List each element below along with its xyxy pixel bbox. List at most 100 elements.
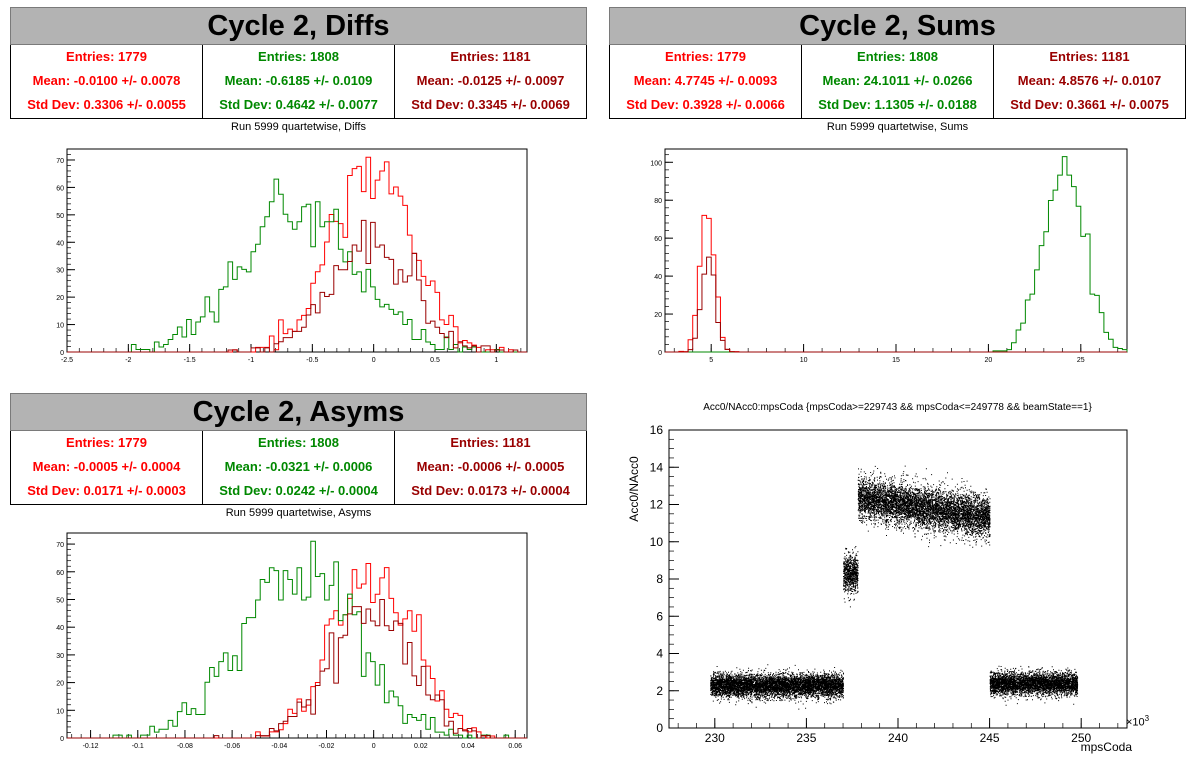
mean-text: Mean: -0.6185 +/- 0.0109 [224,73,373,88]
mean-text: Mean: -0.0321 +/- 0.0006 [224,459,373,474]
exponent-power: 3 [1144,714,1150,723]
y-tick-label: 60 [56,570,64,577]
y-tick-label: 8 [656,572,663,586]
std-text: Std Dev: 1.1305 +/- 0.0188 [818,97,977,112]
x-tick-label: -0.02 [319,743,335,750]
sums-plot-area: 0 20 40 60 80 100 5 10 15 20 25 [650,148,1128,364]
histogram-series-3 [67,598,527,739]
x-tick-label: 0 [372,743,376,750]
stats-red: Entries: 1779 Mean: -0.0100 +/- 0.0078 S… [11,45,203,118]
x-tick-label: 245 [980,731,1000,745]
entries-text: Entries: 1181 [1049,49,1130,64]
diffs-stats-box: Entries: 1779 Mean: -0.0100 +/- 0.0078 S… [10,45,587,119]
y-tick-label: 0 [658,350,662,357]
x-tick-label: 15 [892,357,900,364]
asyms-run-title: Run 5999 quartetwise, Asyms [225,507,372,519]
x-tick-label: 5 [709,357,713,364]
diffs-run-title: Run 5999 quartetwise, Diffs [231,121,366,133]
mean-text: Mean: -0.0006 +/- 0.0005 [416,459,565,474]
y-tick-label: 12 [650,498,664,512]
x-tick-label: 20 [985,357,993,364]
entries-text: Entries: 1181 [450,49,531,64]
asyms-stats-box: Entries: 1779 Mean: -0.0005 +/- 0.0004 S… [10,431,587,505]
std-text: Std Dev: 0.3306 +/- 0.0055 [27,97,186,112]
std-text: Std Dev: 0.0242 +/- 0.0004 [219,483,378,498]
x-tick-label: 10 [800,357,808,364]
y-tick-label: 50 [56,597,64,604]
y-tick-label: 40 [56,625,64,632]
stats-red: Entries: 1779 Mean: 4.7745 +/- 0.0093 St… [610,45,802,118]
mean-text: Mean: -0.0125 +/- 0.0097 [416,73,565,88]
std-text: Std Dev: 0.4642 +/- 0.0077 [219,97,378,112]
sums-stats-box: Entries: 1779 Mean: 4.7745 +/- 0.0093 St… [609,45,1186,119]
mean-text: Mean: 4.8576 +/- 0.0107 [1017,73,1162,88]
scatter-ylabel: Acc0/NAcc0 [627,456,641,522]
y-tick-label: 20 [654,312,662,319]
scatter-title: Acc0/NAcc0:mpsCoda {mpsCoda>=229743 && m… [703,402,1092,413]
mean-text: Mean: 4.7745 +/- 0.0093 [633,73,778,88]
asyms-plot-area: 0 10 20 30 40 50 60 70 -0.12 -0.1 -0.08 -0.06 -0.04 -… [56,532,528,750]
plot-frame [66,148,528,353]
y-tick-label: 30 [56,653,64,660]
std-text: Std Dev: 0.0173 +/- 0.0004 [411,483,570,498]
std-text: Std Dev: 0.3345 +/- 0.0069 [411,97,570,112]
std-text: Std Dev: 0.0171 +/- 0.0003 [27,483,186,498]
y-tick-label: 0 [60,736,64,743]
x-tick-label: 250 [1071,731,1091,745]
x-tick-label: 230 [705,731,725,745]
x-tick-label: 235 [796,731,816,745]
entries-text: Entries: 1779 [665,49,746,64]
stats-darkred: Entries: 1181 Mean: -0.0125 +/- 0.0097 S… [395,45,586,118]
sums-run-title: Run 5999 quartetwise, Sums [826,121,969,133]
x-tick-label: 0.5 [430,357,440,364]
y-tick-label: 10 [56,708,64,715]
x-tick-label: -0.5 [306,357,318,364]
scatter-x-exponent: ×103 [1126,714,1149,729]
entries-text: Entries: 1808 [258,49,339,64]
entries-text: Entries: 1808 [857,49,938,64]
y-tick-label: 100 [650,160,662,167]
mean-text: Mean: -0.0005 +/- 0.0004 [32,459,181,474]
mean-text: Mean: 24.1011 +/- 0.0266 [822,73,973,88]
x-tick-label: 0 [372,357,376,364]
std-text: Std Dev: 0.3661 +/- 0.0075 [1010,97,1169,112]
stats-green: Entries: 1808 Mean: -0.0321 +/- 0.0006 S… [203,431,395,504]
entries-text: Entries: 1779 [66,435,147,450]
y-tick-label: 60 [654,236,662,243]
y-tick-label: 10 [56,323,64,330]
plot-frame [66,532,528,739]
histogram-series-3 [67,219,527,353]
y-tick-label: 16 [650,423,664,437]
entries-text: Entries: 1181 [450,435,531,450]
entries-text: Entries: 1808 [258,435,339,450]
histogram-series-3 [665,256,1127,353]
y-tick-label: 50 [56,213,64,220]
y-tick-label: 14 [650,460,664,474]
y-tick-label: 20 [56,295,64,302]
y-tick-label: 6 [656,609,663,623]
histogram-series-2 [67,178,527,353]
x-tick-label: -0.1 [132,743,144,750]
x-tick-label: 0.02 [414,743,428,750]
std-text: Std Dev: 0.3928 +/- 0.0066 [626,97,785,112]
x-tick-label: -0.08 [177,743,193,750]
stats-green: Entries: 1808 Mean: 24.1011 +/- 0.0266 S… [802,45,994,118]
y-tick-label: 0 [60,350,64,357]
y-tick-label: 10 [650,535,664,549]
histogram-series-2 [67,540,527,739]
x-tick-label: -0.04 [271,743,287,750]
y-tick-label: 30 [56,268,64,275]
x-tick-label: -0.06 [224,743,240,750]
stats-darkred: Entries: 1181 Mean: 4.8576 +/- 0.0107 St… [994,45,1185,118]
scatter-points [710,465,1079,710]
sums-title: Cycle 2, Sums [609,7,1186,45]
entries-text: Entries: 1779 [66,49,147,64]
x-tick-label: 1 [494,357,498,364]
y-tick-label: 40 [56,240,64,247]
y-tick-label: 60 [56,185,64,192]
y-tick-label: 70 [56,158,64,165]
